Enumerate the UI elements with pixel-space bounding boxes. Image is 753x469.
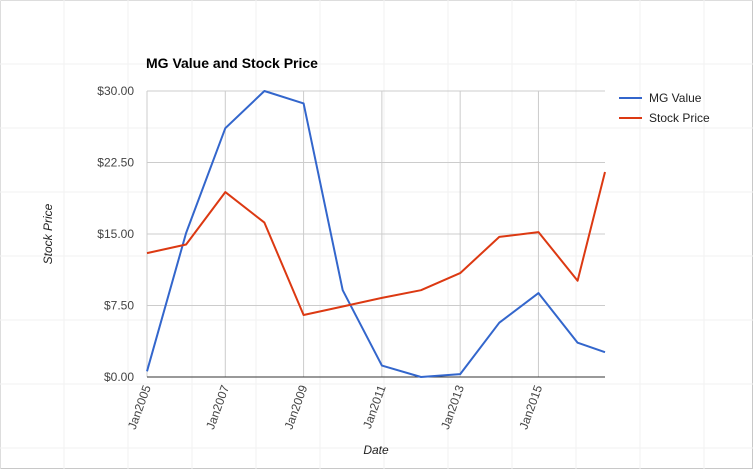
series-line-mg-value: [146, 90, 606, 378]
x-tick-label: Jan2007: [203, 383, 232, 431]
y-tick-label: $0.00: [104, 370, 134, 384]
gridlines: [146, 90, 605, 377]
x-tick-label: Jan2011: [360, 383, 389, 431]
series-line-stock-price: [146, 171, 606, 316]
x-axis-ticks: Jan2005 Jan2007 Jan2009 Jan2011 Jan2013 Jan20…: [125, 383, 545, 431]
y-axis-ticks: $0.00 $7.50 $15.00 $22.50 $30.00: [97, 84, 134, 384]
x-axis-title: Date: [363, 443, 389, 457]
chart-title: MG Value and Stock Price: [146, 55, 318, 71]
legend-label: Stock Price: [649, 111, 710, 125]
y-tick-label: $7.50: [104, 299, 134, 313]
legend: MG Value Stock Price: [619, 91, 710, 125]
legend-label: MG Value: [649, 91, 702, 105]
y-tick-label: $15.00: [97, 227, 134, 241]
y-tick-label: $22.50: [97, 156, 134, 170]
x-tick-label: Jan2013: [438, 383, 467, 431]
x-tick-label: Jan2005: [125, 383, 154, 431]
y-tick-label: $30.00: [97, 84, 134, 98]
x-tick-label: Jan2015: [516, 383, 545, 431]
series-lines: [146, 90, 606, 378]
y-axis-title: Stock Price: [41, 203, 55, 264]
x-tick-label: Jan2009: [281, 383, 310, 431]
